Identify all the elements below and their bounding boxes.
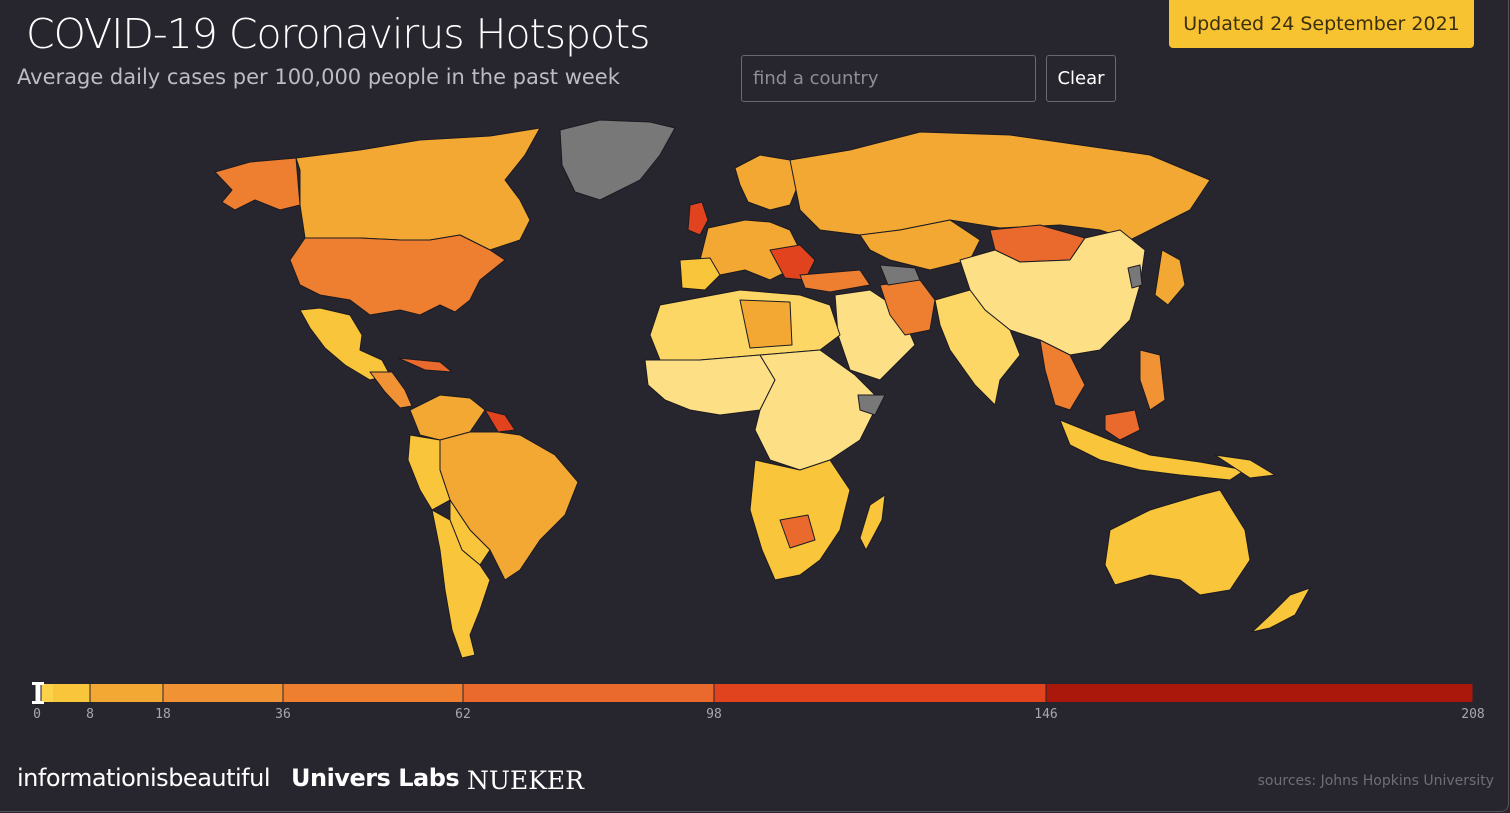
country-usa[interactable] [289, 234, 506, 316]
country-peru-ecuador[interactable] [407, 434, 451, 511]
sources-note: sources: Johns Hopkins University [1257, 773, 1494, 789]
country-korea[interactable] [1127, 264, 1143, 289]
clear-button[interactable]: Clear [1046, 55, 1116, 102]
country-japan[interactable] [1154, 249, 1186, 306]
legend-bin-6 [1046, 684, 1473, 702]
country-australia[interactable] [1104, 489, 1251, 596]
legend-bin-0 [53, 684, 90, 702]
country-alaska-usa[interactable] [214, 157, 301, 211]
legend-slider-handle[interactable] [32, 681, 44, 705]
country-guyana-suriname[interactable] [484, 409, 516, 433]
country-somalia[interactable] [857, 394, 886, 416]
legend-tick-label-18: 18 [155, 707, 171, 722]
country-philippines[interactable] [1139, 349, 1166, 411]
country-india[interactable] [934, 289, 1021, 406]
legend-tick-label-0: 0 [33, 707, 41, 722]
world-map[interactable] [0, 110, 1510, 670]
country-papua-new-guinea[interactable] [1214, 454, 1276, 479]
page-title: COVID-19 Coronavirus Hotspots [26, 10, 651, 58]
country-madagascar[interactable] [859, 494, 886, 551]
legend-bin-2 [163, 684, 283, 702]
legend-tick-label-146: 146 [1034, 707, 1057, 722]
country-new-zealand[interactable] [1251, 587, 1311, 633]
country-cuba[interactable] [397, 357, 453, 373]
country-west-africa[interactable] [644, 354, 776, 416]
brand-univers-labs[interactable]: Univers Labs [291, 764, 460, 792]
country-argentina-chile[interactable] [431, 509, 491, 659]
legend-bin-5 [714, 684, 1046, 702]
legend-bin-4 [463, 684, 714, 702]
country-afghanistan[interactable] [879, 264, 921, 286]
country-indonesia[interactable] [1059, 419, 1246, 481]
country-mexico[interactable] [299, 307, 391, 381]
legend-tick-label-36: 36 [275, 707, 291, 722]
country-uk[interactable] [687, 201, 709, 236]
legend-tick-label-98: 98 [706, 707, 722, 722]
legend-scale[interactable]: 0 8 18 36 62 98 146 208 [0, 670, 1510, 726]
page-subtitle: Average daily cases per 100,000 people i… [17, 65, 620, 89]
country-colombia-venezuela[interactable] [409, 394, 486, 441]
country-turkey[interactable] [799, 269, 871, 293]
country-scandinavia[interactable] [734, 154, 801, 211]
updated-badge: Updated 24 September 2021 [1169, 0, 1474, 48]
legend-tick-label-208: 208 [1461, 707, 1484, 722]
country-borneo[interactable] [1104, 409, 1141, 441]
legend-bin-3 [283, 684, 463, 702]
country-iberia[interactable] [679, 257, 721, 291]
country-canada[interactable] [295, 127, 541, 251]
country-botswana[interactable] [779, 514, 816, 549]
country-southeast-asia[interactable] [1039, 339, 1086, 411]
country-central-america[interactable] [369, 371, 413, 409]
country-search-input[interactable] [741, 55, 1036, 102]
country-balkans[interactable] [769, 244, 816, 281]
country-libya[interactable] [739, 299, 793, 349]
brand-nueker[interactable]: NUEKER [467, 766, 584, 795]
legend-tick-label-62: 62 [455, 707, 471, 722]
legend-bin-1 [90, 684, 163, 702]
brand-informationisbeautiful[interactable]: informationisbeautiful [17, 764, 271, 792]
country-greenland[interactable] [559, 119, 676, 201]
country-russia[interactable] [789, 131, 1211, 241]
legend-tick-label-8: 8 [86, 707, 94, 722]
